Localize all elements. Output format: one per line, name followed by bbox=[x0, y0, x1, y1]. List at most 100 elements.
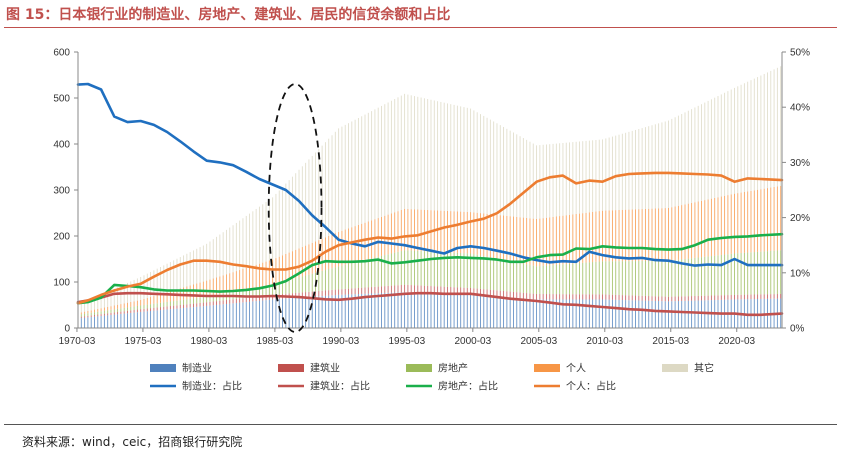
bar-4 bbox=[730, 89, 732, 195]
bar-0 bbox=[476, 295, 478, 328]
bar-2 bbox=[341, 265, 343, 290]
bar-4 bbox=[173, 260, 175, 291]
bar-2 bbox=[367, 259, 369, 288]
bar-3 bbox=[265, 261, 267, 286]
bar-3 bbox=[638, 209, 640, 262]
bar-0 bbox=[489, 296, 491, 328]
bar-4 bbox=[117, 287, 119, 305]
bar-3 bbox=[456, 211, 458, 253]
bar-0 bbox=[453, 294, 455, 328]
bar-1 bbox=[539, 293, 541, 300]
bar-2 bbox=[87, 313, 89, 316]
bar-1 bbox=[384, 286, 386, 293]
bar-0 bbox=[691, 300, 693, 328]
bar-1 bbox=[480, 288, 481, 296]
bar-3 bbox=[654, 208, 656, 261]
bar-0 bbox=[367, 293, 369, 328]
bar-2 bbox=[103, 310, 105, 314]
bar-4 bbox=[677, 115, 679, 206]
bar-1 bbox=[572, 294, 574, 300]
bar-0 bbox=[94, 316, 95, 328]
bar-3 bbox=[110, 306, 112, 310]
bar-4 bbox=[344, 124, 346, 230]
bar-0 bbox=[311, 296, 313, 328]
bar-0 bbox=[661, 301, 663, 328]
bar-4 bbox=[433, 100, 435, 211]
bar-1 bbox=[569, 294, 570, 300]
bar-3 bbox=[635, 209, 636, 262]
bar-0 bbox=[328, 295, 330, 328]
bar-4 bbox=[136, 278, 138, 301]
bar-0 bbox=[176, 308, 178, 328]
bar-1 bbox=[110, 312, 112, 316]
bar-2 bbox=[427, 251, 429, 286]
bar-0 bbox=[450, 294, 452, 328]
bar-3 bbox=[460, 211, 462, 253]
bar-3 bbox=[117, 304, 119, 309]
bar-2 bbox=[328, 269, 330, 291]
bar-4 bbox=[585, 140, 587, 213]
bar-1 bbox=[565, 294, 567, 300]
bar-2 bbox=[493, 257, 495, 291]
bar-0 bbox=[493, 296, 495, 328]
bar-1 bbox=[318, 291, 320, 297]
bar-3 bbox=[298, 248, 300, 278]
bar-1 bbox=[420, 285, 422, 293]
bar-3 bbox=[252, 265, 254, 289]
bar-2 bbox=[710, 256, 712, 296]
bar-1 bbox=[631, 295, 633, 301]
bar-4 bbox=[522, 138, 524, 218]
bar-4 bbox=[780, 66, 782, 186]
bar-1 bbox=[694, 295, 696, 301]
bar-4 bbox=[483, 115, 485, 214]
bar-0 bbox=[437, 293, 439, 328]
bar-0 bbox=[658, 301, 660, 328]
bar-1 bbox=[651, 296, 653, 301]
bar-4 bbox=[668, 120, 669, 208]
bar-0 bbox=[539, 299, 541, 328]
bar-1 bbox=[173, 305, 175, 309]
bar-1 bbox=[338, 289, 340, 295]
bar-3 bbox=[522, 217, 524, 264]
bar-2 bbox=[611, 261, 613, 295]
bar-4 bbox=[460, 106, 462, 212]
bar-4 bbox=[691, 109, 693, 203]
bar-3 bbox=[569, 214, 570, 264]
bar-4 bbox=[120, 285, 122, 305]
bar-2 bbox=[209, 296, 211, 302]
bar-0 bbox=[189, 307, 191, 328]
bar-2 bbox=[186, 299, 188, 305]
bar-3 bbox=[750, 190, 752, 253]
bar-4 bbox=[760, 75, 762, 190]
bar-0 bbox=[258, 300, 260, 328]
bar-3 bbox=[625, 209, 627, 262]
bar-2 bbox=[704, 256, 706, 296]
bar-2 bbox=[249, 288, 250, 298]
bar-0 bbox=[179, 308, 181, 328]
bar-0 bbox=[186, 307, 188, 328]
bar-1 bbox=[526, 293, 528, 299]
bar-2 bbox=[625, 261, 627, 296]
bar-4 bbox=[404, 93, 406, 209]
bar-4 bbox=[588, 140, 590, 213]
bar-0 bbox=[338, 294, 340, 328]
bar-2 bbox=[513, 261, 514, 292]
bar-1 bbox=[113, 312, 115, 315]
bar-3 bbox=[480, 213, 481, 256]
bar-0 bbox=[361, 293, 363, 328]
x-tick-label: 2005-03 bbox=[520, 336, 557, 347]
bar-1 bbox=[575, 294, 577, 300]
bar-0 bbox=[400, 292, 402, 328]
bar-2 bbox=[216, 294, 218, 302]
bar-0 bbox=[592, 299, 594, 328]
y-right-tick-label: 40% bbox=[790, 103, 810, 114]
bar-0 bbox=[578, 299, 580, 328]
bar-3 bbox=[150, 297, 152, 305]
bar-3 bbox=[417, 209, 419, 251]
bar-0 bbox=[602, 299, 603, 328]
bar-1 bbox=[417, 285, 419, 293]
legend-label: 其它 bbox=[694, 362, 714, 375]
bar-4 bbox=[519, 136, 521, 218]
bar-1 bbox=[648, 296, 650, 301]
bar-3 bbox=[394, 212, 396, 253]
